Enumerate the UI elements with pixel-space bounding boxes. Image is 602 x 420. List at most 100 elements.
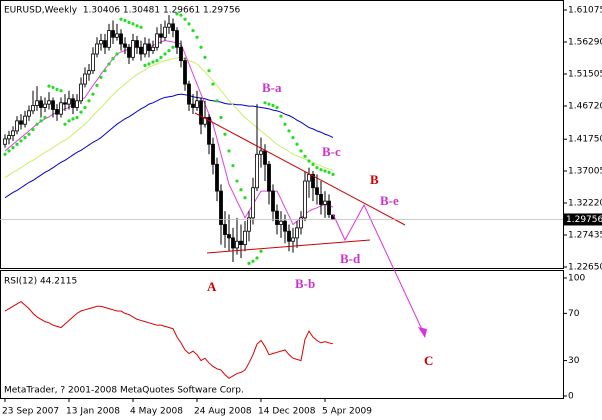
candle-body: [243, 230, 247, 245]
sar-dot: [147, 62, 151, 66]
candle-body: [147, 43, 151, 52]
y-tick-label: 1.56290: [568, 37, 602, 47]
sar-dot: [219, 115, 223, 120]
wave-label: B-c: [322, 144, 341, 159]
indicator-label: RSI(12) 44.2115: [4, 277, 77, 287]
candle-body: [15, 120, 19, 132]
candle-body: [99, 40, 103, 45]
candle-body: [59, 102, 63, 115]
current-price-label: 1.29756: [566, 215, 602, 225]
plot-area: [3, 12, 335, 379]
sar-dot: [43, 115, 47, 120]
sar-dot: [83, 105, 87, 110]
candle-body: [251, 187, 255, 219]
candle-body: [119, 33, 123, 45]
candle-body: [327, 200, 331, 215]
candle-body: [111, 30, 115, 38]
sar-dot: [143, 63, 147, 67]
sar-dot: [135, 24, 139, 28]
candle-body: [95, 43, 99, 55]
candle-body: [143, 43, 147, 55]
sar-dot: [39, 119, 43, 123]
sar-dot: [323, 169, 327, 173]
candle-body: [195, 100, 199, 108]
sar-dot: [239, 188, 243, 192]
candle-body: [3, 138, 7, 145]
sar-dot: [123, 18, 127, 23]
wave-label: A: [207, 279, 217, 294]
wave-label: B-b: [295, 276, 315, 291]
candle-body: [303, 180, 307, 219]
sar-dot: [51, 85, 55, 90]
y-tick-label: 1.51505: [568, 70, 602, 80]
x-tick-label: 13 Jan 2008: [66, 407, 120, 417]
candle-body: [115, 33, 119, 38]
candle-body: [291, 237, 295, 242]
candle-body: [75, 100, 79, 108]
y-tick-label: 1.32220: [568, 198, 602, 208]
sar-dot: [271, 103, 275, 108]
price-panel: [0, 0, 564, 269]
footer: MetaTrader, ? 2001-2008 MetaQuotes Softw…: [4, 386, 244, 396]
x-tick-label: 14 Dec 2008: [258, 407, 316, 417]
sar-dot: [167, 49, 171, 53]
sar-dot: [243, 196, 247, 200]
candle-body: [71, 98, 75, 108]
candle-body: [171, 23, 175, 31]
candle-body: [103, 40, 107, 48]
sar-dot: [311, 162, 315, 166]
candle-body: [323, 200, 327, 205]
candle-body: [83, 73, 87, 85]
candle-body: [135, 40, 139, 48]
sar-dot: [67, 119, 71, 123]
candle-body: [151, 46, 155, 52]
candle-body: [259, 150, 263, 155]
x-tick-label: 4 May 2008: [130, 407, 183, 417]
candle-body: [159, 33, 163, 38]
candle-body: [239, 240, 243, 245]
sar-dot: [171, 45, 175, 49]
sar-dot: [295, 142, 299, 146]
sar-dot: [175, 12, 179, 16]
rsi-panel: [0, 270, 564, 399]
y-tick-label: 70: [568, 309, 580, 319]
candle-body: [279, 220, 283, 225]
x-tick-label: 24 Aug 2008: [194, 407, 252, 417]
sar-dot: [23, 135, 27, 140]
sar-dot: [187, 22, 191, 26]
projection-arrowhead: [418, 327, 427, 338]
sar-dot: [27, 132, 31, 136]
sar-dot: [139, 25, 143, 29]
candle-body: [31, 105, 35, 112]
sar-dot: [179, 13, 183, 17]
sar-dot: [87, 99, 91, 103]
candle-body: [315, 187, 319, 195]
sar-dot: [267, 102, 271, 106]
candle-body: [267, 163, 271, 192]
candle-body: [63, 102, 67, 105]
wave-label: B: [370, 172, 379, 187]
chart-title: EURUSD,Weekly 1.30406 1.30481 1.29661 1.…: [4, 6, 241, 16]
sar-dot: [259, 249, 263, 253]
sar-dot: [231, 164, 235, 168]
sar-dot: [215, 99, 219, 103]
support-trendline: [206, 239, 371, 254]
candle-body: [23, 115, 27, 125]
candle-body: [219, 190, 223, 225]
sar-dot: [223, 132, 227, 136]
x-tick-label: 23 Sep 2007: [2, 407, 59, 417]
candle-body: [163, 26, 167, 38]
sar-dot: [59, 89, 63, 93]
sar-dot: [227, 149, 231, 153]
candle-body: [19, 120, 23, 125]
sar-dot: [151, 60, 155, 64]
candle-body: [43, 103, 47, 108]
candle-body: [11, 130, 15, 136]
candle-body: [91, 53, 95, 72]
candle-body: [211, 143, 215, 165]
sar-dot: [71, 117, 75, 121]
sar-dot: [95, 83, 99, 88]
sar-dot: [75, 115, 79, 120]
sar-dot: [115, 52, 119, 56]
sar-dot: [291, 135, 295, 140]
